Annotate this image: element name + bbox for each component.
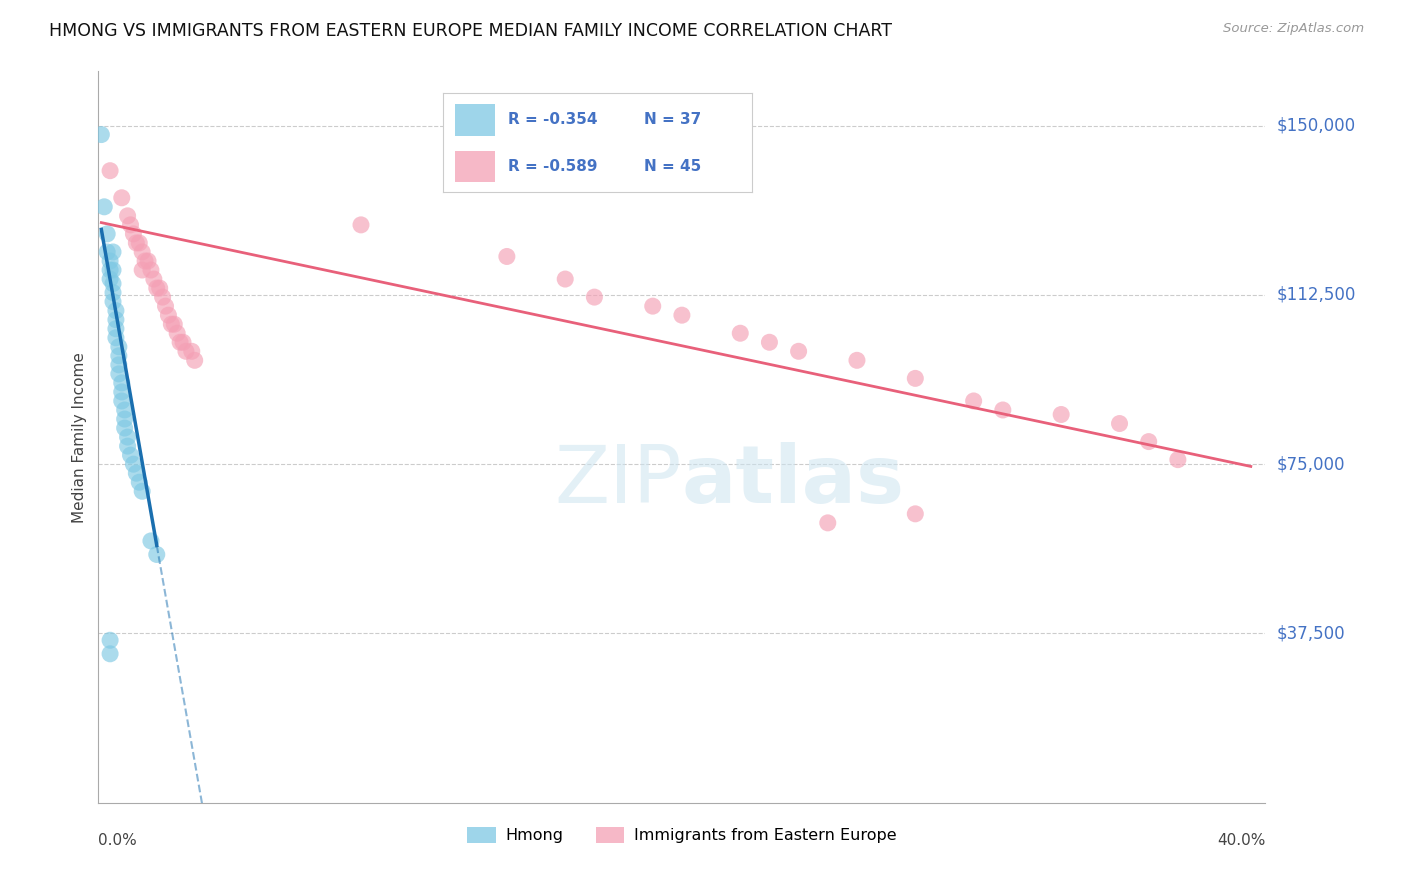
Point	[163, 317, 186, 331]
Point	[131, 263, 153, 277]
Point	[149, 281, 172, 295]
Point	[108, 367, 131, 381]
Point	[93, 200, 115, 214]
Point	[114, 403, 136, 417]
Point	[172, 335, 194, 350]
Point	[90, 128, 112, 142]
Point	[671, 308, 693, 322]
Point	[108, 349, 131, 363]
Point	[817, 516, 839, 530]
Point	[904, 507, 927, 521]
Point	[1050, 408, 1073, 422]
Point	[98, 272, 121, 286]
Point	[142, 272, 165, 286]
Point	[169, 335, 191, 350]
Point	[101, 263, 124, 277]
Point	[111, 394, 134, 409]
Point	[101, 294, 124, 309]
Point	[136, 254, 159, 268]
Point	[104, 331, 127, 345]
Point	[96, 244, 118, 259]
Text: Source: ZipAtlas.com: Source: ZipAtlas.com	[1223, 22, 1364, 36]
Point	[730, 326, 752, 341]
Point	[350, 218, 373, 232]
Point	[111, 376, 134, 390]
Point	[104, 303, 127, 318]
Point	[146, 548, 169, 562]
Point	[120, 218, 142, 232]
Point	[128, 475, 150, 490]
Point	[120, 448, 142, 462]
Point	[114, 421, 136, 435]
Text: $112,500: $112,500	[1277, 285, 1355, 304]
Y-axis label: Median Family Income: Median Family Income	[72, 351, 87, 523]
Point	[108, 340, 131, 354]
Point	[146, 281, 169, 295]
Point	[98, 647, 121, 661]
Point	[174, 344, 197, 359]
Text: 40.0%: 40.0%	[1218, 833, 1265, 848]
Point	[134, 254, 156, 268]
Point	[846, 353, 869, 368]
Point	[101, 285, 124, 300]
Point	[96, 227, 118, 241]
Point	[98, 254, 121, 268]
Point	[166, 326, 188, 341]
Point	[991, 403, 1014, 417]
Point	[1108, 417, 1130, 431]
Point	[554, 272, 576, 286]
Point	[125, 235, 148, 250]
Text: ZIP: ZIP	[554, 442, 682, 520]
Point	[904, 371, 927, 385]
Point	[1167, 452, 1189, 467]
Text: atlas: atlas	[682, 442, 905, 520]
Point	[128, 235, 150, 250]
Point	[125, 466, 148, 480]
Point	[152, 290, 174, 304]
Point	[641, 299, 664, 313]
Point	[139, 263, 162, 277]
Point	[962, 394, 984, 409]
Text: HMONG VS IMMIGRANTS FROM EASTERN EUROPE MEDIAN FAMILY INCOME CORRELATION CHART: HMONG VS IMMIGRANTS FROM EASTERN EUROPE …	[49, 22, 893, 40]
Point	[104, 312, 127, 326]
Point	[180, 344, 202, 359]
Point	[758, 335, 780, 350]
Point	[131, 484, 153, 499]
Point	[131, 244, 153, 259]
Point	[122, 457, 145, 471]
Point	[183, 353, 205, 368]
Point	[583, 290, 606, 304]
Point	[496, 250, 519, 264]
Point	[139, 533, 162, 548]
Point	[104, 322, 127, 336]
Point	[117, 430, 139, 444]
Point	[1137, 434, 1160, 449]
Legend: Hmong, Immigrants from Eastern Europe: Hmong, Immigrants from Eastern Europe	[461, 821, 903, 850]
Point	[98, 163, 121, 178]
Text: $37,500: $37,500	[1277, 624, 1346, 642]
Point	[108, 358, 131, 372]
Text: $75,000: $75,000	[1277, 455, 1346, 473]
Point	[122, 227, 145, 241]
Point	[111, 191, 134, 205]
Text: $150,000: $150,000	[1277, 117, 1355, 135]
Point	[117, 209, 139, 223]
Point	[111, 384, 134, 399]
Point	[155, 299, 177, 313]
Point	[160, 317, 183, 331]
Point	[101, 277, 124, 291]
Point	[98, 263, 121, 277]
Point	[98, 633, 121, 648]
Point	[157, 308, 180, 322]
Text: 0.0%: 0.0%	[98, 833, 138, 848]
Point	[787, 344, 810, 359]
Point	[101, 244, 124, 259]
Point	[117, 439, 139, 453]
Point	[114, 412, 136, 426]
